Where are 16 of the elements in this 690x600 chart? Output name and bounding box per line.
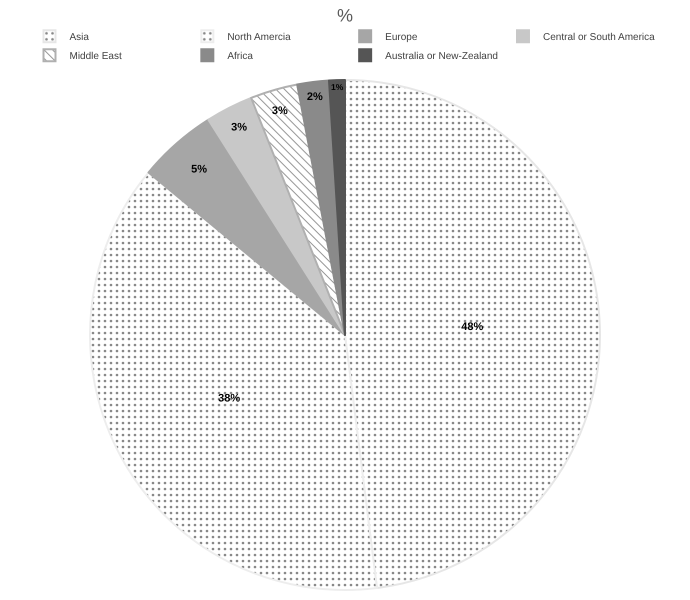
data-label: 48% (461, 320, 484, 333)
data-label: 5% (191, 164, 208, 176)
data-label: 3% (272, 105, 288, 118)
data-label: 2% (306, 90, 323, 103)
legend-label: Central or South America (542, 32, 656, 44)
legend-label: Africa (227, 51, 254, 62)
data-label: 3% (231, 121, 248, 134)
legend-label: North Amercia (227, 32, 292, 44)
pie-slice (328, 79, 346, 336)
legend-label: Middle East (70, 51, 122, 62)
legend-label: Australia or New-Zealand (385, 51, 498, 62)
chart-title: % (336, 6, 354, 26)
data-label: 38% (218, 392, 240, 405)
data-label: 1% (331, 82, 344, 92)
legend-label: Asia (70, 32, 90, 44)
legend-label: Europe (385, 32, 418, 44)
